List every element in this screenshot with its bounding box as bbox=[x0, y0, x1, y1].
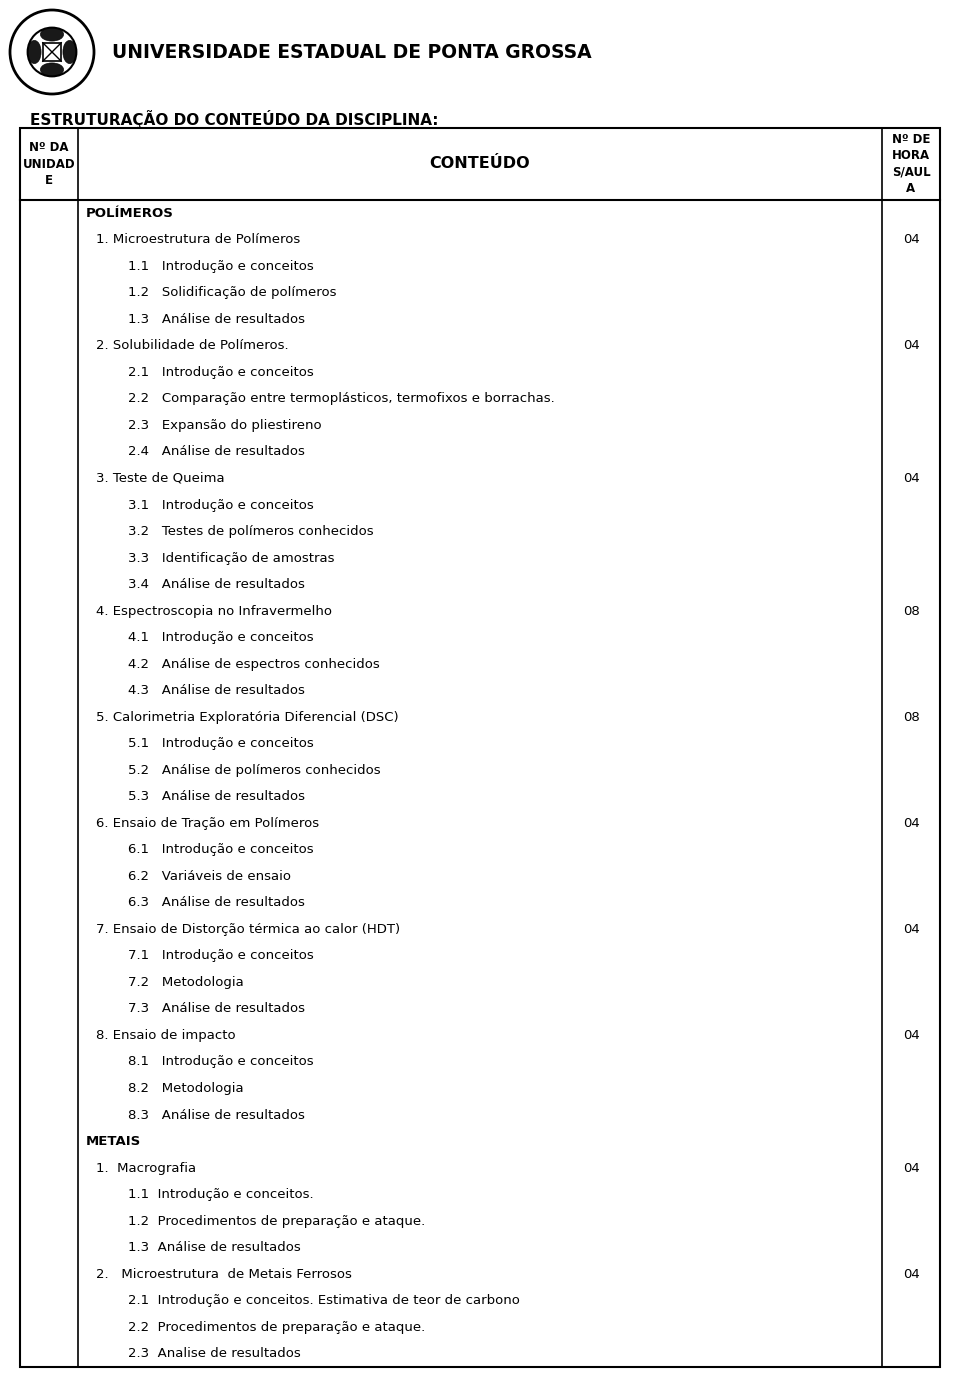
Text: 04: 04 bbox=[902, 923, 920, 936]
Text: 7. Ensaio de Distorção térmica ao calor (HDT): 7. Ensaio de Distorção térmica ao calor … bbox=[96, 923, 400, 936]
Text: 3.1   Introdução e conceitos: 3.1 Introdução e conceitos bbox=[128, 498, 314, 511]
Text: 7.1   Introdução e conceitos: 7.1 Introdução e conceitos bbox=[128, 949, 314, 963]
Text: 1.1   Introdução e conceitos: 1.1 Introdução e conceitos bbox=[128, 260, 314, 273]
Text: 2.2   Comparação entre termoplásticos, termofixos e borrachas.: 2.2 Comparação entre termoplásticos, ter… bbox=[128, 392, 555, 405]
Text: 2. Solubilidade de Polímeros.: 2. Solubilidade de Polímeros. bbox=[96, 339, 289, 353]
Text: 04: 04 bbox=[902, 817, 920, 830]
Bar bbox=[43, 43, 61, 61]
Text: 8.1   Introdução e conceitos: 8.1 Introdução e conceitos bbox=[128, 1056, 314, 1069]
Text: 2.2  Procedimentos de preparação e ataque.: 2.2 Procedimentos de preparação e ataque… bbox=[128, 1321, 425, 1334]
Text: 2.3  Analise de resultados: 2.3 Analise de resultados bbox=[128, 1347, 300, 1360]
Ellipse shape bbox=[28, 40, 41, 63]
Text: 3.4   Análise de resultados: 3.4 Análise de resultados bbox=[128, 578, 305, 591]
Text: 08: 08 bbox=[902, 711, 920, 724]
Text: 5. Calorimetria Exploratória Diferencial (DSC): 5. Calorimetria Exploratória Diferencial… bbox=[96, 711, 398, 724]
Text: ESTRUTURAÇÃO DO CONTEÚDO DA DISCIPLINA:: ESTRUTURAÇÃO DO CONTEÚDO DA DISCIPLINA: bbox=[30, 110, 439, 128]
Text: 6.2   Variáveis de ensaio: 6.2 Variáveis de ensaio bbox=[128, 870, 291, 883]
Text: 6.1   Introdução e conceitos: 6.1 Introdução e conceitos bbox=[128, 843, 314, 856]
Text: 8.2   Metodologia: 8.2 Metodologia bbox=[128, 1082, 244, 1095]
Text: 1. Microestrutura de Polímeros: 1. Microestrutura de Polímeros bbox=[96, 233, 300, 246]
Text: Nº DE
HORA
S/AUL
A: Nº DE HORA S/AUL A bbox=[892, 132, 930, 196]
Ellipse shape bbox=[40, 63, 63, 76]
Text: 04: 04 bbox=[902, 233, 920, 246]
Text: 4.1   Introdução e conceitos: 4.1 Introdução e conceitos bbox=[128, 631, 314, 644]
Text: 6.3   Análise de resultados: 6.3 Análise de resultados bbox=[128, 896, 305, 909]
Text: 1.2   Solidificação de polímeros: 1.2 Solidificação de polímeros bbox=[128, 286, 337, 299]
Text: 3.2   Testes de polímeros conhecidos: 3.2 Testes de polímeros conhecidos bbox=[128, 525, 373, 538]
Text: 7.3   Análise de resultados: 7.3 Análise de resultados bbox=[128, 1002, 305, 1015]
Text: 2.4   Análise de resultados: 2.4 Análise de resultados bbox=[128, 446, 305, 459]
Ellipse shape bbox=[40, 28, 63, 41]
Text: 5.2   Análise de polímeros conhecidos: 5.2 Análise de polímeros conhecidos bbox=[128, 764, 380, 777]
Text: 04: 04 bbox=[902, 339, 920, 353]
Text: Nº DA
UNIDAD
E: Nº DA UNIDAD E bbox=[23, 140, 75, 187]
Text: 8.3   Análise de resultados: 8.3 Análise de resultados bbox=[128, 1108, 305, 1121]
Text: 04: 04 bbox=[902, 1029, 920, 1042]
Bar bbox=[20, 128, 940, 1367]
Text: 2.1   Introdução e conceitos: 2.1 Introdução e conceitos bbox=[128, 366, 314, 379]
Text: 2.   Microestrutura  de Metais Ferrosos: 2. Microestrutura de Metais Ferrosos bbox=[96, 1268, 352, 1281]
Text: 04: 04 bbox=[902, 1162, 920, 1175]
Text: 3.3   Identificação de amostras: 3.3 Identificação de amostras bbox=[128, 552, 334, 565]
Text: 5.1   Introdução e conceitos: 5.1 Introdução e conceitos bbox=[128, 737, 314, 750]
Text: 2.1  Introdução e conceitos. Estimativa de teor de carbono: 2.1 Introdução e conceitos. Estimativa d… bbox=[128, 1294, 520, 1307]
Text: POLÍMEROS: POLÍMEROS bbox=[86, 207, 174, 220]
Text: 08: 08 bbox=[902, 605, 920, 618]
Text: 1.1  Introdução e conceitos.: 1.1 Introdução e conceitos. bbox=[128, 1188, 314, 1201]
Text: METAIS: METAIS bbox=[86, 1135, 141, 1148]
Text: 04: 04 bbox=[902, 472, 920, 485]
Text: 1.3  Análise de resultados: 1.3 Análise de resultados bbox=[128, 1241, 300, 1254]
Text: 4. Espectroscopia no Infravermelho: 4. Espectroscopia no Infravermelho bbox=[96, 605, 332, 618]
Text: 4.2   Análise de espectros conhecidos: 4.2 Análise de espectros conhecidos bbox=[128, 658, 380, 671]
Text: 7.2   Metodologia: 7.2 Metodologia bbox=[128, 976, 244, 989]
Text: 1.  Macrografia: 1. Macrografia bbox=[96, 1162, 196, 1175]
Ellipse shape bbox=[63, 40, 77, 63]
Text: 04: 04 bbox=[902, 1268, 920, 1281]
Text: 1.2  Procedimentos de preparação e ataque.: 1.2 Procedimentos de preparação e ataque… bbox=[128, 1215, 425, 1228]
Text: UNIVERSIDADE ESTADUAL DE PONTA GROSSA: UNIVERSIDADE ESTADUAL DE PONTA GROSSA bbox=[112, 43, 591, 62]
Text: CONTEÚDO: CONTEÚDO bbox=[430, 157, 530, 172]
Text: 5.3   Análise de resultados: 5.3 Análise de resultados bbox=[128, 790, 305, 803]
Text: 1.3   Análise de resultados: 1.3 Análise de resultados bbox=[128, 313, 305, 326]
Text: 3. Teste de Queima: 3. Teste de Queima bbox=[96, 472, 225, 485]
Text: 2.3   Expansão do pliestireno: 2.3 Expansão do pliestireno bbox=[128, 419, 322, 432]
Text: 4.3   Análise de resultados: 4.3 Análise de resultados bbox=[128, 684, 305, 697]
Text: 8. Ensaio de impacto: 8. Ensaio de impacto bbox=[96, 1029, 235, 1042]
Text: 6. Ensaio de Tração em Polímeros: 6. Ensaio de Tração em Polímeros bbox=[96, 817, 319, 830]
